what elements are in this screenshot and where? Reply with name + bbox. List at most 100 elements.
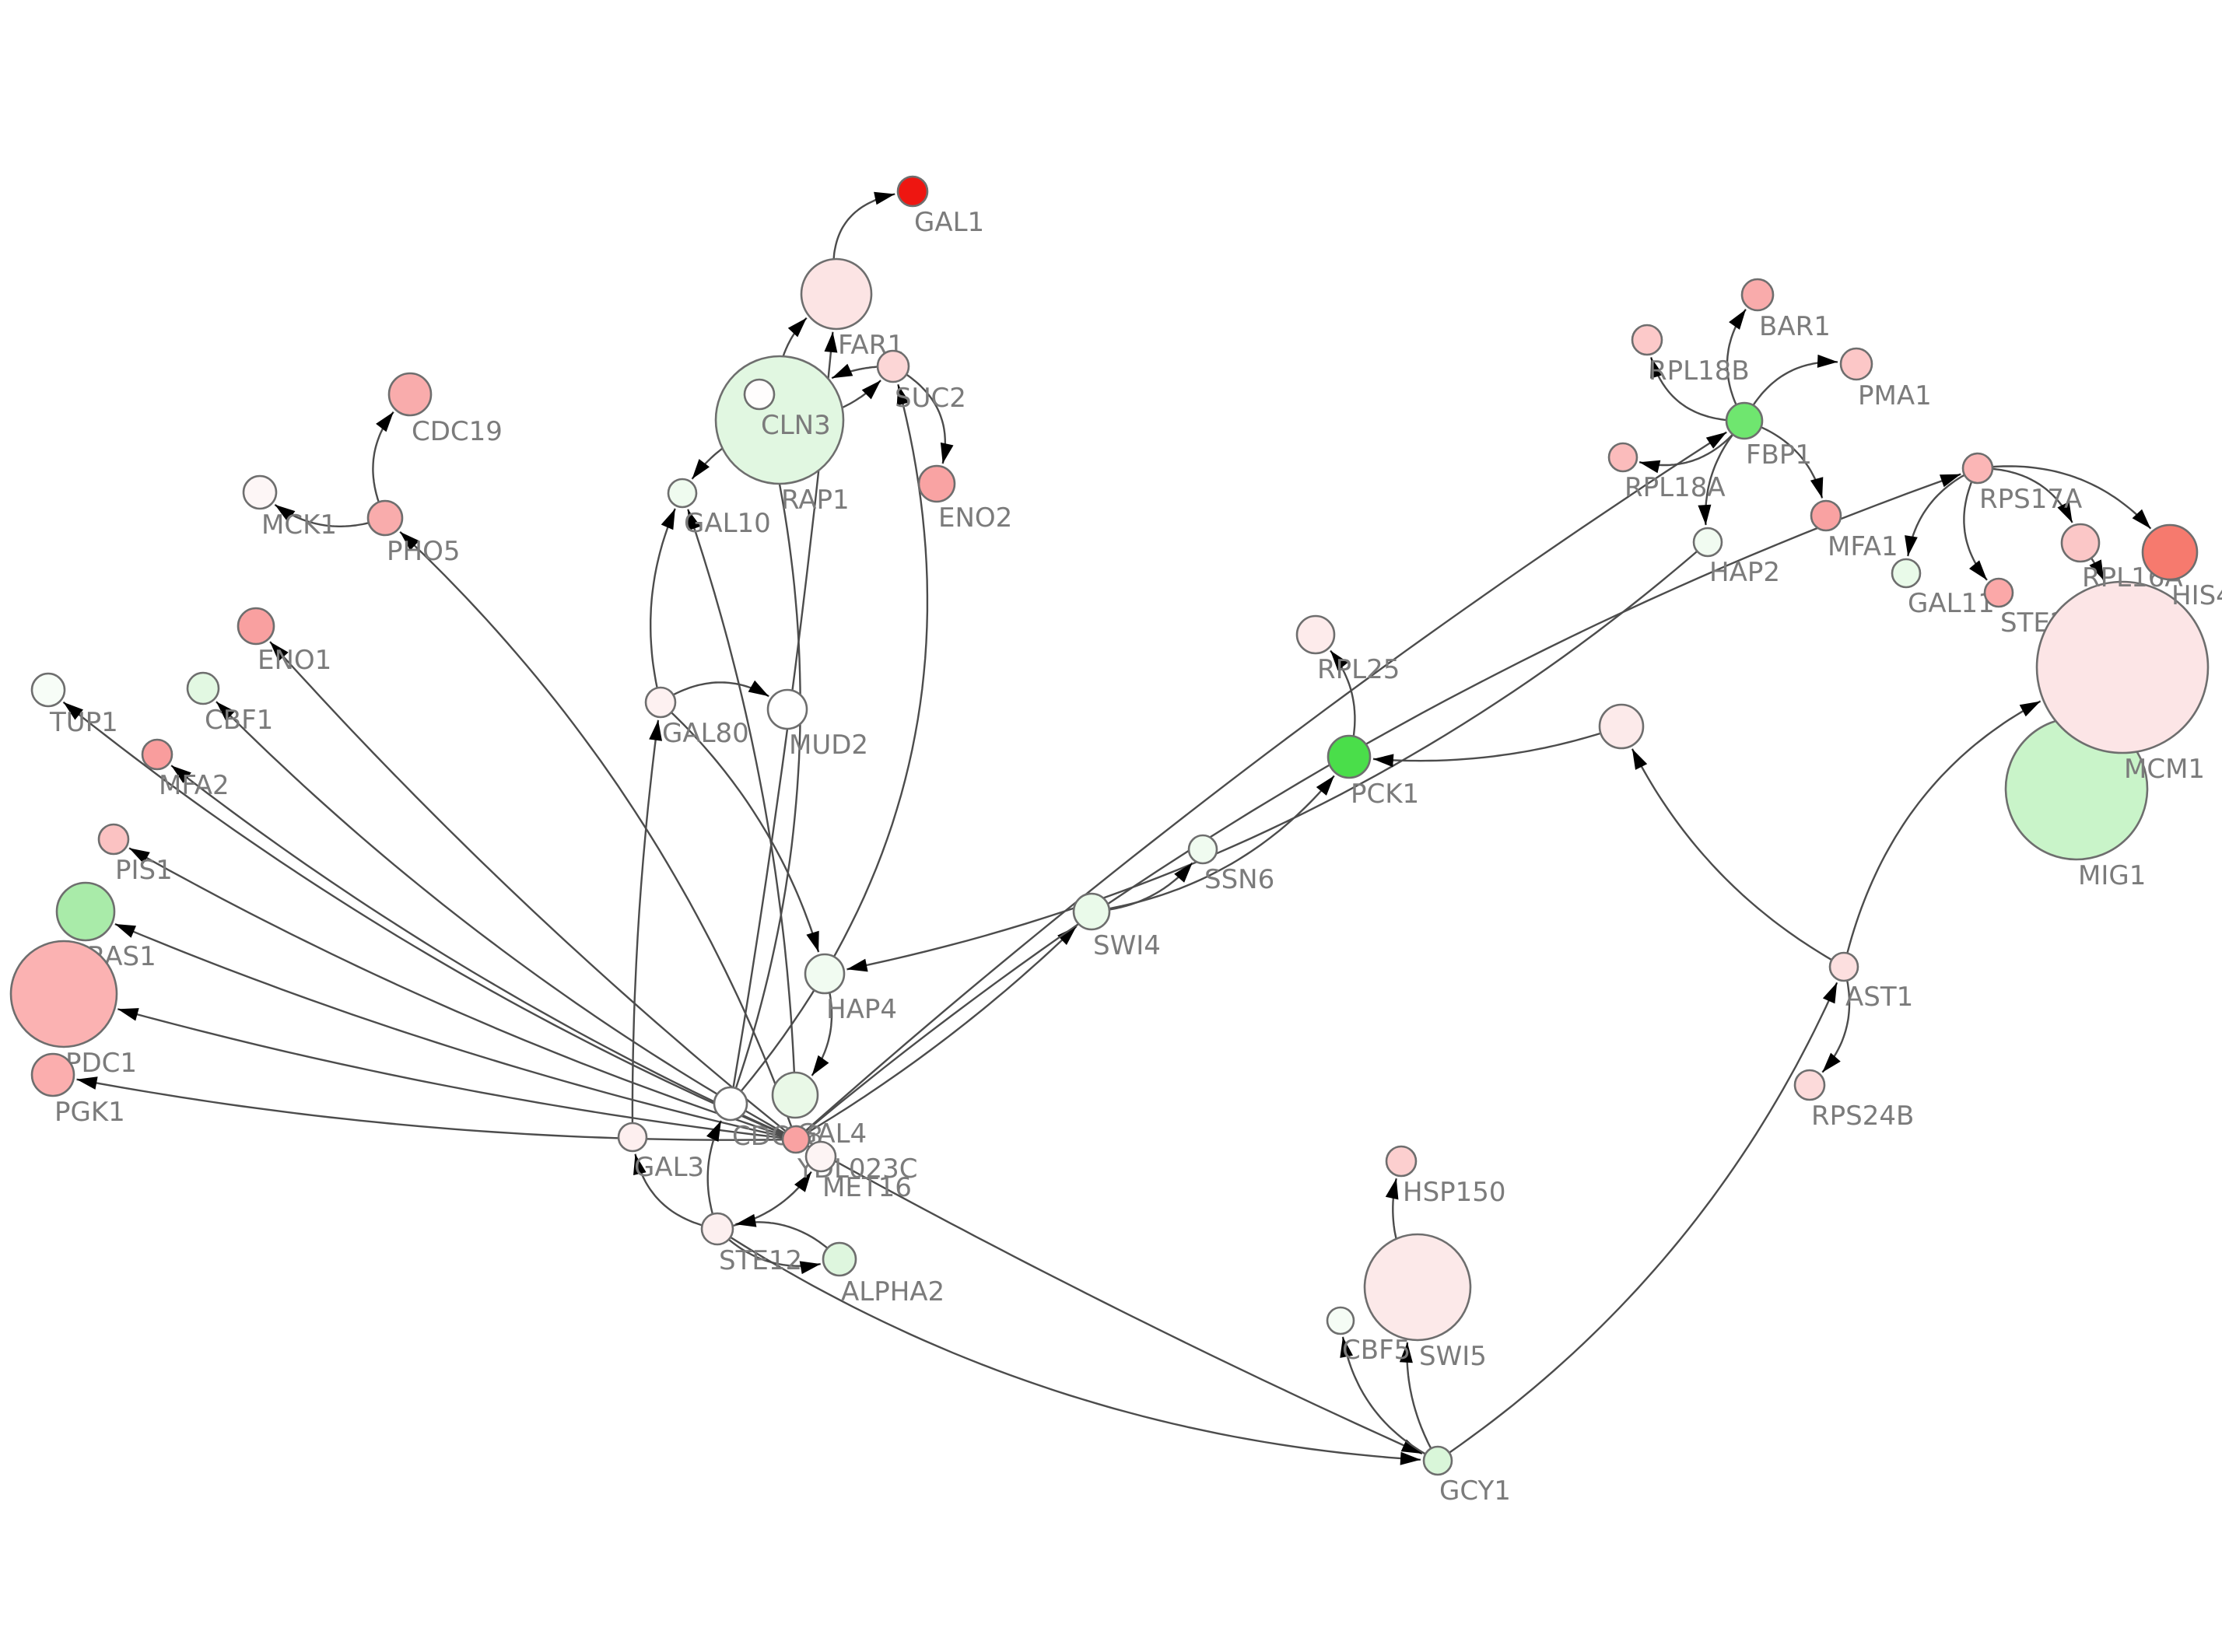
node-label-ALPHA2: ALPHA2: [841, 1276, 945, 1307]
edge-GAL4-GAL10: [687, 509, 797, 1096]
arrowhead-HAP4-GAL4: [811, 1055, 829, 1076]
node-label-RPL25: RPL25: [1317, 654, 1400, 685]
node-YDL023C[interactable]: [781, 1125, 811, 1154]
arrowhead-SUC2-ENO2: [940, 442, 954, 464]
edge-YDL023C-TUP1: [62, 701, 797, 1141]
arrowhead-RAP1-GAL10: [692, 459, 710, 479]
edge-YDL023C-RAS1: [114, 922, 797, 1141]
arrowhead-YDL023C-PGK1: [76, 1076, 98, 1090]
node-group-BAR1: BAR1: [1740, 278, 1831, 342]
arrowhead-FBP1-MFA1: [1810, 477, 1824, 499]
node-ENO1[interactable]: [237, 607, 275, 646]
edge-YDL023C-PHO5: [399, 530, 797, 1140]
node-label-RPS17A: RPS17A: [1979, 484, 2082, 515]
node-SUC2[interactable]: [876, 349, 910, 383]
arrowhead-SWI4-SSN6: [1174, 863, 1193, 883]
arrowhead-YDL023C-RAS1: [114, 924, 136, 938]
node-STE12[interactable]: [700, 1212, 734, 1246]
node-GAL11[interactable]: [1891, 558, 1922, 589]
node-GAL4[interactable]: [771, 1071, 819, 1119]
node-HAP4[interactable]: [804, 953, 846, 995]
node-group-GAL3: GAL3: [617, 1122, 704, 1183]
node-GAL1[interactable]: [896, 175, 929, 208]
arrowhead-YDL023C-PDC1: [117, 1008, 139, 1021]
edge-GAL3-GAL80: [631, 719, 660, 1138]
node-PIS1[interactable]: [97, 823, 130, 856]
node-GAL10[interactable]: [667, 478, 698, 509]
node-RAS1[interactable]: [55, 881, 116, 942]
arrowhead-RAP1-FAR1: [787, 317, 807, 338]
node-group-GAL80: GAL80: [644, 686, 749, 749]
arrowhead-CDC28-SUC2: [896, 384, 910, 406]
node-HIS4[interactable]: [2141, 523, 2199, 581]
edge-AST1-N27: [1631, 748, 1845, 968]
node-label-SWI5: SWI5: [1419, 1341, 1487, 1372]
node-label-RPL18A: RPL18A: [1624, 472, 1726, 503]
edges-layer: [62, 191, 2152, 1465]
node-PHO5[interactable]: [366, 499, 404, 537]
arrowhead-RPS17A-STE2: [1969, 560, 1987, 580]
node-PMA1[interactable]: [1839, 347, 1873, 381]
node-MET16[interactable]: [804, 1140, 837, 1173]
node-MCM1[interactable]: [2035, 580, 2210, 754]
edge-YDL023C-PDC1: [117, 1008, 797, 1141]
arrowhead-STE12-GAL3: [633, 1153, 647, 1175]
node-FAR1[interactable]: [800, 257, 873, 331]
arrowhead-STE12-ALPHA2: [799, 1261, 821, 1275]
node-TUP1[interactable]: [30, 672, 66, 708]
node-BAR1[interactable]: [1740, 278, 1775, 312]
arrowhead-FBP1-RPL18A: [1639, 460, 1661, 474]
node-CLN3[interactable]: [743, 378, 776, 411]
node-label-AST1: AST1: [1845, 982, 1913, 1013]
node-PCK1[interactable]: [1327, 734, 1372, 779]
arrowhead-GAL4-GAL10: [688, 509, 701, 531]
node-RPL18A[interactable]: [1607, 442, 1638, 473]
node-ENO2[interactable]: [917, 464, 956, 503]
arrowhead-AST1-MCM1: [2019, 701, 2041, 717]
arrowhead-YDL023C-PHO5: [400, 531, 419, 551]
node-AST1[interactable]: [1828, 951, 1859, 982]
node-label-FBP1: FBP1: [1746, 439, 1812, 471]
arrowhead-SWI4-PCK1: [1316, 775, 1334, 796]
node-GAL3[interactable]: [617, 1122, 648, 1153]
node-GAL80[interactable]: [644, 686, 677, 719]
node-MFA1[interactable]: [1810, 499, 1842, 532]
node-RPL25[interactable]: [1295, 614, 1336, 655]
node-RPL18B[interactable]: [1631, 324, 1663, 356]
node-HAP2[interactable]: [1692, 527, 1723, 558]
arrowhead-STE12-GCY1: [1400, 1451, 1421, 1465]
node-FBP1[interactable]: [1725, 401, 1764, 440]
node-STE2[interactable]: [1983, 577, 2014, 608]
node-MUD2[interactable]: [766, 688, 808, 730]
node-GCY1[interactable]: [1422, 1445, 1453, 1476]
node-SSN6[interactable]: [1187, 834, 1218, 865]
node-group-RPS17A: RPS17A: [1961, 452, 2082, 515]
node-MFA2[interactable]: [141, 738, 173, 771]
arrowhead-YDL023C-SWI4: [1057, 926, 1077, 945]
arrowhead-YDL023C-CBF1: [216, 702, 236, 721]
node-CDC28[interactable]: [713, 1086, 748, 1122]
node-SWI5[interactable]: [1363, 1233, 1472, 1342]
node-label-GAL3: GAL3: [634, 1152, 704, 1183]
node-HSP150[interactable]: [1385, 1145, 1418, 1178]
edge-YDL023C-SWI4: [795, 926, 1078, 1141]
node-SWI4[interactable]: [1072, 892, 1111, 931]
node-CDC19[interactable]: [387, 372, 433, 417]
node-CBF5[interactable]: [1326, 1306, 1355, 1335]
node-label-PIS1: PIS1: [115, 855, 173, 886]
node-RPS24B[interactable]: [1793, 1069, 1826, 1101]
node-RPS17A[interactable]: [1961, 452, 1994, 485]
node-RPL16A[interactable]: [2060, 523, 2101, 563]
arrowhead-YDL023C-FBP1: [1705, 432, 1727, 449]
node-ALPHA2[interactable]: [822, 1241, 857, 1277]
arrowhead-YDL023C-TUP1: [63, 702, 83, 720]
node-PGK1[interactable]: [30, 1052, 75, 1097]
node-N27[interactable]: [1598, 703, 1645, 750]
node-PDC1[interactable]: [9, 940, 118, 1048]
node-group-PIS1: PIS1: [97, 823, 173, 886]
node-MCK1[interactable]: [242, 474, 278, 510]
node-CBF1[interactable]: [186, 671, 220, 705]
node-group-MCK1: MCK1: [242, 474, 337, 541]
arrowhead-FBP1-HAP2: [1698, 504, 1712, 526]
